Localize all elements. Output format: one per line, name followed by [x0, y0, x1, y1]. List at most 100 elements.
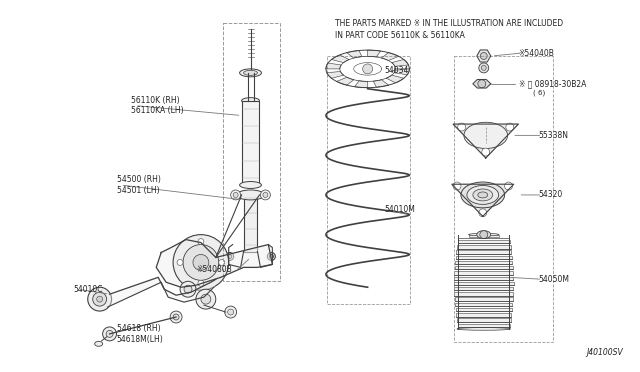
Bar [223, 23, 280, 281]
Circle shape [269, 254, 273, 259]
Text: ( 6): ( 6) [533, 89, 546, 96]
Circle shape [173, 235, 228, 290]
Circle shape [458, 123, 466, 131]
Circle shape [198, 280, 204, 286]
Circle shape [106, 330, 113, 337]
Bar [456, 313, 511, 317]
Text: 54320: 54320 [538, 190, 563, 199]
Bar [455, 261, 513, 264]
Bar [454, 56, 553, 342]
Polygon shape [386, 75, 404, 83]
Ellipse shape [457, 328, 511, 330]
Circle shape [228, 254, 232, 259]
Text: J40100SV: J40100SV [586, 348, 623, 357]
Ellipse shape [468, 233, 499, 236]
Circle shape [93, 292, 107, 306]
Bar [458, 240, 510, 243]
Text: ※54080B: ※54080B [196, 265, 232, 274]
Circle shape [480, 52, 487, 60]
Polygon shape [381, 52, 399, 61]
Circle shape [482, 148, 490, 156]
Circle shape [173, 314, 179, 320]
Circle shape [260, 190, 270, 200]
Polygon shape [156, 240, 273, 287]
Ellipse shape [239, 69, 262, 77]
Ellipse shape [464, 122, 508, 148]
Bar [454, 282, 513, 285]
Circle shape [478, 80, 486, 88]
Circle shape [97, 296, 102, 302]
Polygon shape [473, 80, 491, 88]
Circle shape [479, 209, 487, 217]
Circle shape [102, 327, 116, 341]
Circle shape [453, 182, 461, 190]
Ellipse shape [244, 70, 257, 76]
Polygon shape [332, 55, 349, 62]
Bar [244, 192, 257, 251]
Bar [468, 235, 499, 237]
Circle shape [480, 231, 488, 238]
Polygon shape [453, 124, 518, 158]
Text: 54034: 54034 [385, 66, 409, 76]
Polygon shape [355, 81, 367, 88]
Circle shape [481, 65, 486, 70]
Circle shape [226, 253, 234, 260]
Ellipse shape [473, 189, 493, 201]
Ellipse shape [241, 98, 259, 104]
Text: 54010C: 54010C [74, 285, 103, 294]
Bar [454, 287, 513, 291]
Circle shape [170, 311, 182, 323]
Bar [458, 324, 510, 327]
Ellipse shape [237, 190, 264, 200]
Text: ※ ⓓ 08918-30B2A: ※ ⓓ 08918-30B2A [518, 79, 586, 88]
Circle shape [180, 281, 196, 297]
Circle shape [479, 63, 489, 73]
Polygon shape [452, 184, 514, 217]
Polygon shape [392, 60, 408, 66]
Text: ※54040B: ※54040B [518, 48, 554, 58]
Text: THE PARTS MARKED ※ IN THE ILLUSTRATION ARE INCLUDED: THE PARTS MARKED ※ IN THE ILLUSTRATION A… [335, 19, 563, 28]
Bar [454, 266, 513, 269]
Bar [454, 276, 513, 280]
Text: 54010M: 54010M [385, 205, 415, 214]
Circle shape [184, 285, 192, 293]
Polygon shape [394, 69, 410, 75]
Circle shape [230, 190, 241, 200]
Circle shape [225, 306, 237, 318]
Circle shape [504, 182, 513, 190]
Circle shape [219, 259, 225, 265]
Circle shape [263, 192, 268, 198]
Polygon shape [337, 77, 354, 85]
Polygon shape [373, 80, 388, 87]
Bar [327, 56, 410, 304]
Circle shape [193, 254, 209, 270]
Bar [457, 318, 511, 322]
Polygon shape [367, 50, 381, 57]
Circle shape [228, 309, 234, 315]
Polygon shape [326, 63, 341, 69]
Text: 54050M: 54050M [538, 275, 570, 284]
Text: IN PART CODE 56110K & 56110KA: IN PART CODE 56110K & 56110KA [335, 31, 465, 40]
Bar [454, 298, 513, 301]
Circle shape [506, 123, 514, 131]
Ellipse shape [239, 182, 262, 189]
Circle shape [233, 192, 238, 198]
Ellipse shape [467, 186, 499, 204]
Bar [241, 101, 259, 185]
Polygon shape [327, 71, 344, 78]
Circle shape [363, 64, 372, 74]
Bar [454, 292, 513, 296]
Bar [456, 308, 512, 311]
Text: 54618 (RH)
54618M(LH): 54618 (RH) 54618M(LH) [116, 324, 163, 344]
Bar [456, 256, 512, 259]
Circle shape [183, 244, 219, 280]
Ellipse shape [477, 231, 491, 238]
Circle shape [196, 289, 216, 309]
Bar [455, 303, 513, 306]
Text: 54500 (RH)
54501 (LH): 54500 (RH) 54501 (LH) [116, 175, 161, 195]
Ellipse shape [478, 192, 488, 198]
Bar [457, 245, 511, 248]
Circle shape [268, 253, 275, 260]
Circle shape [201, 294, 211, 304]
Polygon shape [477, 50, 491, 62]
